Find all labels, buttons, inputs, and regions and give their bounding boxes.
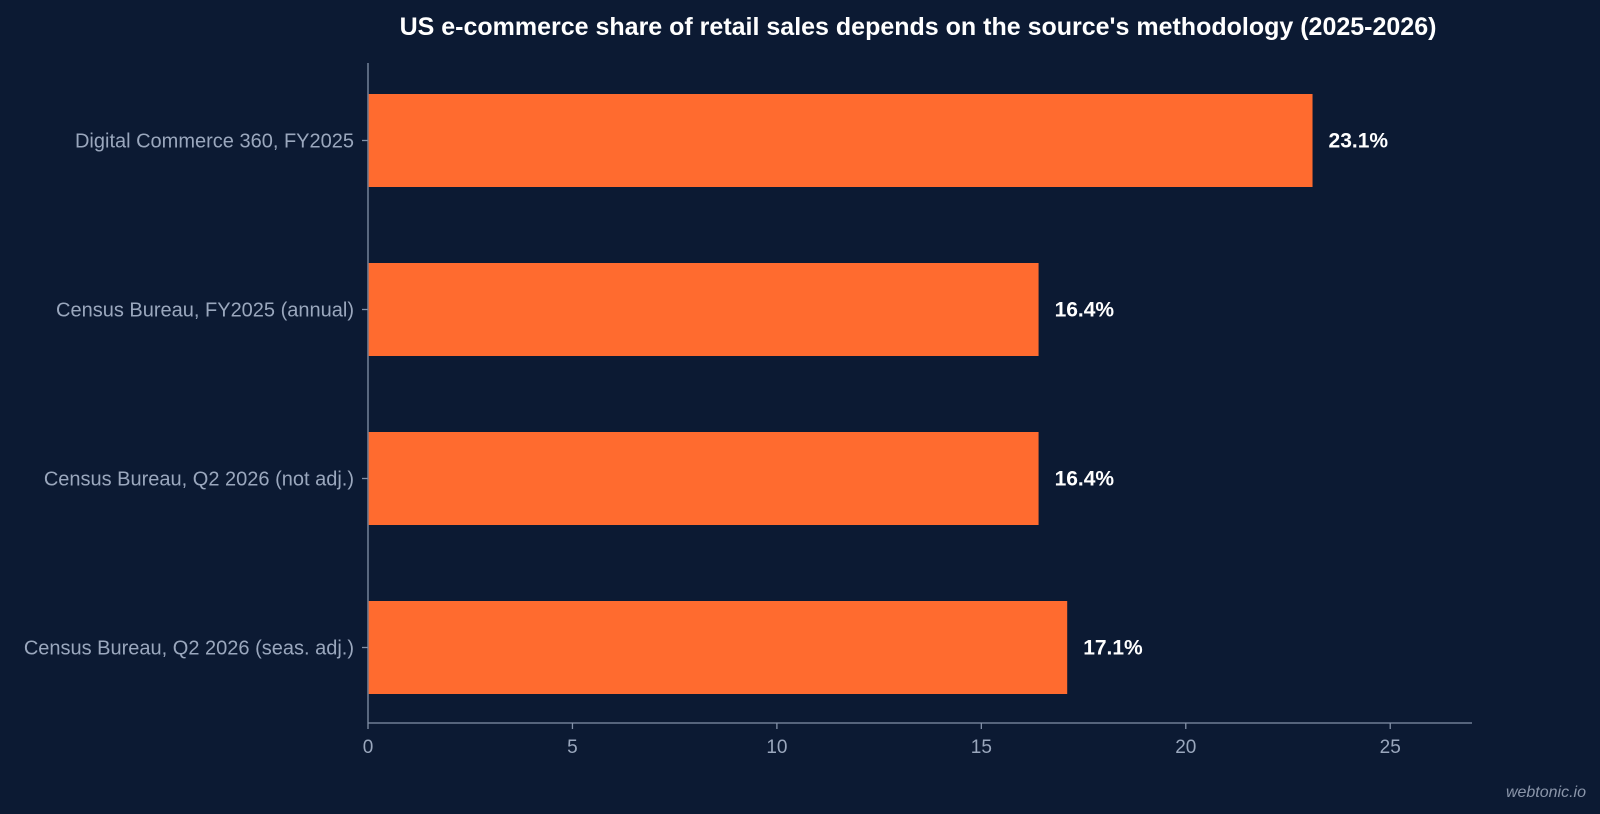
- x-tick-label: 20: [1175, 737, 1196, 758]
- data-label: 23.1%: [1329, 130, 1389, 153]
- x-tick-label: 0: [363, 737, 374, 758]
- y-tick-label: Census Bureau, Q2 2026 (seas. adj.): [24, 638, 354, 660]
- data-label: 16.4%: [1055, 468, 1115, 491]
- data-label: 16.4%: [1055, 299, 1115, 322]
- y-tick-label: Census Bureau, Q2 2026 (not adj.): [44, 469, 354, 491]
- y-tick-label: Digital Commerce 360, FY2025: [75, 131, 354, 153]
- bar: [368, 601, 1068, 694]
- x-tick-label: 25: [1380, 737, 1401, 758]
- x-axis-ticks: 0 5 10 15 20 25: [363, 723, 1401, 758]
- bars: Digital Commerce 360, FY2025 23.1% Census …: [24, 94, 1389, 694]
- bar: [368, 432, 1039, 525]
- x-tick-label: 5: [567, 737, 578, 758]
- y-tick-label: Census Bureau, FY2025 (annual): [56, 300, 354, 322]
- bar: [368, 94, 1313, 187]
- watermark: webtonic.io: [1506, 784, 1586, 801]
- x-tick-label: 10: [766, 737, 787, 758]
- data-label: 17.1%: [1083, 637, 1143, 660]
- x-tick-label: 15: [971, 737, 992, 758]
- bar: [368, 263, 1039, 356]
- chart-title: US e-commerce share of retail sales depe…: [400, 13, 1437, 41]
